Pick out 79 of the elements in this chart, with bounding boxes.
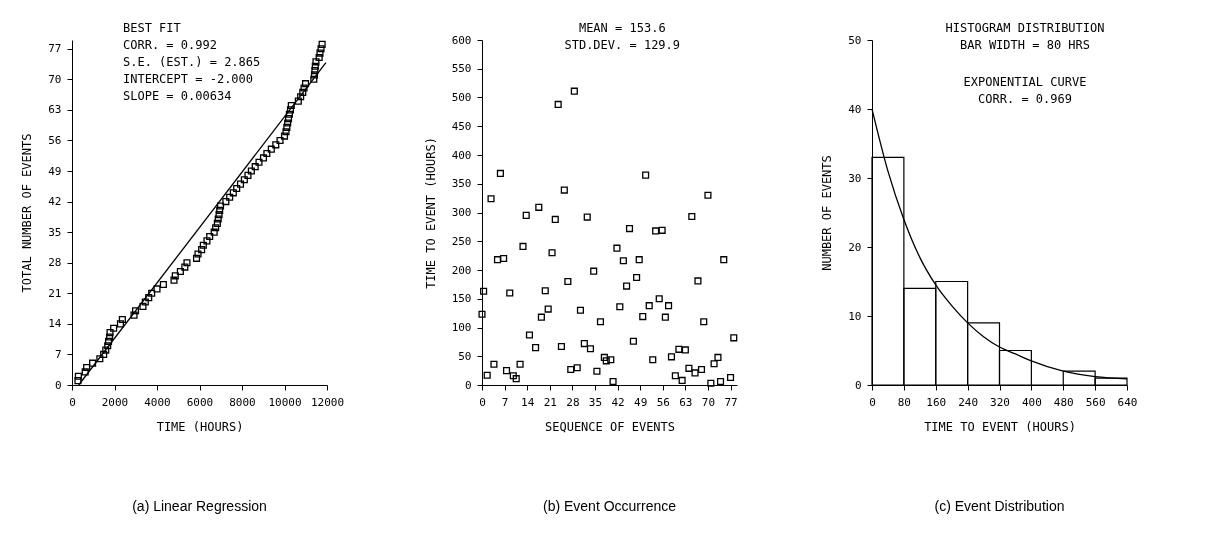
annotation: BAR WIDTH = 80 HRS xyxy=(959,38,1091,52)
y-tick-label: 300 xyxy=(451,206,472,219)
x-tick-label: 0 xyxy=(479,395,486,409)
x-tick-label: 640 xyxy=(1117,395,1138,409)
x-tick-label: 28 xyxy=(566,395,580,409)
y-tick-label: 400 xyxy=(451,148,472,162)
annotation: S.E. (EST.) = 2.865 xyxy=(123,55,261,69)
x-tick-label: 42 xyxy=(611,395,625,409)
y-tick-label: 0 xyxy=(854,378,862,392)
y-tick-label: 70 xyxy=(48,72,62,86)
x-tick-label: 80 xyxy=(897,395,911,409)
y-tick-label: 200 xyxy=(451,263,472,277)
x-tick-label: 8000 xyxy=(229,395,256,409)
text: BEST FIT xyxy=(123,21,181,35)
x-tick-label: 77 xyxy=(724,395,738,409)
y-tick-label: 350 xyxy=(451,177,472,191)
x-axis-title: TIME (HOURS) xyxy=(156,419,244,434)
y-tick-label: 56 xyxy=(48,133,62,147)
y-tick-label: 77 xyxy=(48,42,62,56)
y-tick-label: 42 xyxy=(48,195,62,209)
annotation: INTERCEPT = -2.000 xyxy=(123,72,254,86)
y-tick-label: 500 xyxy=(451,91,472,104)
y-tick-label: 21 xyxy=(48,286,62,300)
y-tick-label: 250 xyxy=(451,234,472,248)
y-tick-label: 14 xyxy=(48,317,62,331)
x-tick-label: 7 xyxy=(501,395,509,409)
y-axis-title: NUMBER OF EVENTS xyxy=(820,155,835,271)
y-tick-label: 50 xyxy=(848,33,862,47)
x-tick-label: 400 xyxy=(1021,395,1042,409)
annotation: STD.DEV. = 129.9 xyxy=(564,38,681,52)
text: (c) Event Distribution xyxy=(934,498,1065,514)
y-tick-label: 550 xyxy=(451,62,472,76)
x-axis-title: TIME TO EVENT (HOURS) xyxy=(924,419,1076,434)
x-tick-label: 320 xyxy=(990,395,1010,409)
x-tick-label: 160 xyxy=(926,395,947,409)
x-tick-label: 6000 xyxy=(186,395,214,409)
x-tick-label: 56 xyxy=(656,395,670,409)
x-tick-label: 14 xyxy=(521,395,535,409)
text: (a) Linear Regression xyxy=(132,498,267,514)
y-tick-label: 28 xyxy=(48,256,62,270)
x-tick-label: 63 xyxy=(679,395,693,409)
y-tick-label: 600 xyxy=(451,33,472,47)
annotation: EXPONENTIAL CURVE xyxy=(963,75,1087,89)
x-tick-label: 0 xyxy=(69,395,76,409)
x-tick-label: 560 xyxy=(1085,395,1106,409)
text: HISTOGRAM DISTRIBUTION xyxy=(945,21,1105,35)
y-tick-label: 20 xyxy=(848,240,862,254)
y-tick-label: 450 xyxy=(451,119,472,133)
x-tick-label: 4000 xyxy=(144,395,171,409)
y-tick-label: 10 xyxy=(848,309,862,323)
x-tick-label: 70 xyxy=(701,395,716,409)
x-tick-label: 21 xyxy=(543,395,557,409)
x-tick-label: 10000 xyxy=(268,395,302,409)
y-tick-label: 63 xyxy=(48,103,62,117)
y-tick-label: 35 xyxy=(48,225,62,239)
y-axis-title: TIME TO EVENT (HOURS) xyxy=(423,137,438,289)
x-axis-title: SEQUENCE OF EVENTS xyxy=(544,419,676,434)
y-tick-label: 7 xyxy=(54,347,62,361)
y-tick-label: 150 xyxy=(451,292,472,306)
x-tick-label: 0 xyxy=(869,395,876,409)
y-tick-label: 100 xyxy=(451,321,472,334)
x-tick-label: 12000 xyxy=(310,395,345,409)
x-tick-label: 35 xyxy=(588,395,603,409)
y-tick-label: 0 xyxy=(464,378,472,392)
x-tick-label: 480 xyxy=(1053,395,1074,409)
x-tick-label: 49 xyxy=(634,395,648,409)
x-tick-label: 240 xyxy=(958,395,979,409)
annotation: CORR. = 0.992 xyxy=(123,38,217,52)
y-tick-label: 40 xyxy=(848,102,862,116)
text: (b) Event Occurrence xyxy=(542,498,677,514)
y-tick-label: 30 xyxy=(848,171,862,185)
y-axis-title: TOTAL NUMBER OF EVENTS xyxy=(20,133,35,293)
y-tick-label: 50 xyxy=(458,349,472,363)
x-tick-label: 2000 xyxy=(101,395,129,409)
annotation: SLOPE = 0.00634 xyxy=(123,89,232,103)
text: MEAN = 153.6 xyxy=(578,21,666,35)
y-tick-label: 0 xyxy=(54,378,62,392)
y-tick-label: 49 xyxy=(48,164,62,178)
annotation: CORR. = 0.969 xyxy=(978,92,1072,106)
